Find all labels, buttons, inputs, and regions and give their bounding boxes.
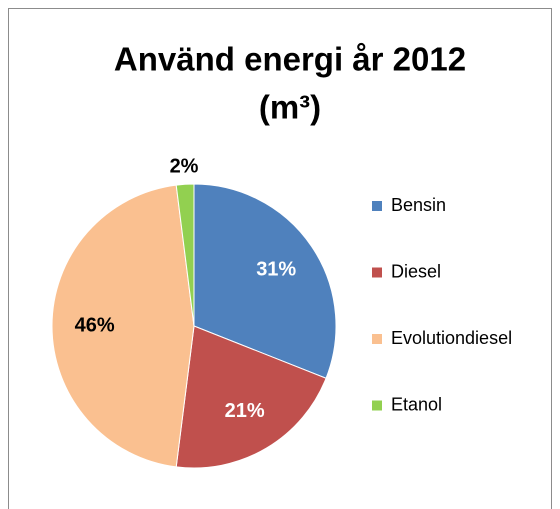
data-label: 21%: [225, 400, 265, 422]
data-label: 46%: [75, 314, 115, 336]
data-label: 31%: [256, 258, 296, 280]
pie-slice: [175, 183, 195, 327]
legend-swatch: [372, 267, 382, 278]
legend-swatch: [372, 334, 382, 344]
chart-title: (m³): [259, 89, 321, 126]
pie-slice: [193, 183, 337, 379]
pie-slice: [51, 184, 195, 468]
legend-swatch: [372, 201, 382, 211]
legend-swatch: [372, 400, 382, 411]
chart-title: Använd energi år 2012: [114, 41, 466, 78]
pie-slice: [175, 325, 327, 469]
legend-label: Evolutiondiesel: [391, 328, 512, 348]
data-label: 2%: [170, 156, 199, 178]
legend-label: Bensin: [391, 195, 446, 215]
legend-label: Etanol: [391, 394, 442, 414]
legend-label: Diesel: [391, 261, 441, 281]
